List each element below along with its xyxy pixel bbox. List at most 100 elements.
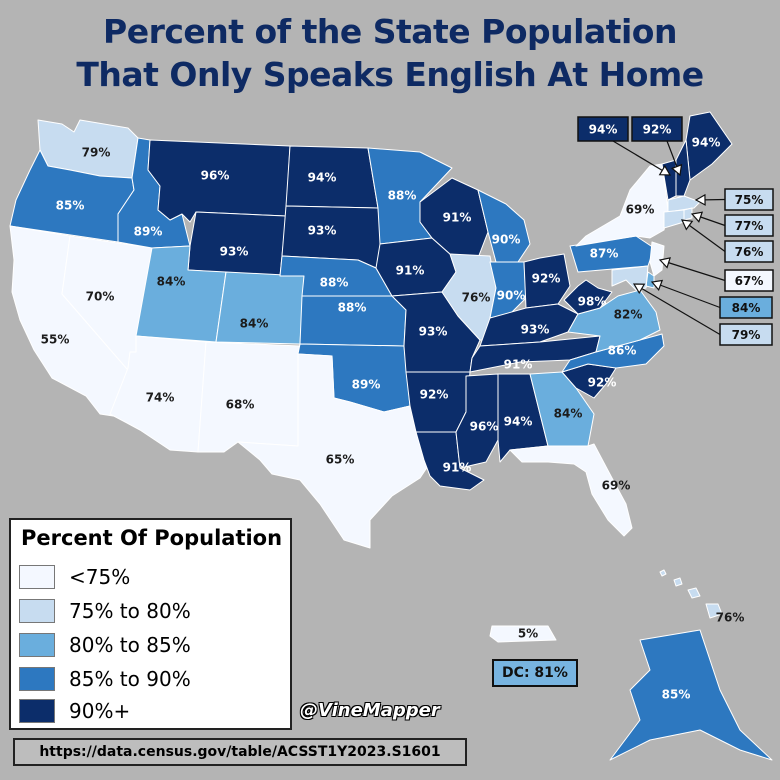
state-label-tx: 65%: [326, 453, 355, 467]
callout-value: 67%: [735, 274, 764, 288]
state-label-fl: 69%: [602, 479, 631, 493]
legend-swatch: [19, 599, 55, 623]
state-label-me: 94%: [692, 136, 721, 150]
callout-arrowhead: [694, 193, 706, 206]
state-ri[interactable]: [683, 207, 693, 221]
callout-ri: 77%: [690, 211, 774, 237]
state-wv[interactable]: [563, 279, 613, 315]
legend-title: Percent Of Population: [21, 526, 283, 550]
state-label-in: 90%: [497, 289, 526, 303]
callout-leader-line: [612, 140, 671, 176]
state-label-co: 84%: [240, 317, 269, 331]
callout-value: 77%: [735, 219, 764, 233]
state-label-ms: 96%: [470, 420, 499, 434]
state-label-wv: 98%: [578, 295, 607, 309]
legend-swatch: [19, 699, 55, 723]
state-pr[interactable]: [489, 625, 557, 643]
state-label-ga: 84%: [554, 407, 583, 421]
state-label-il: 76%: [462, 291, 491, 305]
callout-vt: 94%: [577, 116, 672, 176]
state-label-ak: 85%: [662, 688, 691, 702]
callout-arrowhead: [632, 283, 646, 295]
callout-value: 92%: [643, 123, 672, 137]
callout-box: [724, 269, 774, 292]
callout-de: 84%: [650, 279, 773, 319]
map-title: Percent of the State Population That Onl…: [0, 10, 780, 96]
callout-box: [724, 240, 774, 263]
state-label-nv: 70%: [86, 290, 115, 304]
state-label-pa: 87%: [590, 247, 619, 261]
northeast-callouts: 94% 92% 75% 77% 76% 67% 84% 79%: [577, 116, 774, 346]
state-shapes: [9, 111, 773, 761]
callout-arrowhead: [690, 211, 704, 223]
state-tx[interactable]: [237, 353, 433, 549]
state-label-ar: 92%: [420, 388, 449, 402]
state-label-ks: 88%: [338, 301, 367, 315]
callout-value: 84%: [732, 301, 761, 315]
state-label-la: 91%: [443, 461, 472, 475]
callout-nh: 92%: [631, 116, 683, 177]
state-labels: 79% 85% 55% 70% 89% 96% 93% 84% 74% 84% 68% 94% 93% 8…: [41, 136, 745, 702]
callout-arrowhead: [658, 164, 672, 176]
callout-arrowhead: [681, 219, 694, 231]
state-hi[interactable]: [659, 569, 723, 619]
callout-box: [719, 323, 773, 346]
callout-box: [577, 116, 629, 142]
state-ak[interactable]: [609, 629, 773, 761]
legend-item: 85% to 90%: [19, 664, 191, 694]
callout-leader-line: [651, 281, 721, 309]
author-credit: @VineMapper: [300, 700, 440, 721]
legend-label: <75%: [69, 565, 131, 589]
state-ct[interactable]: [663, 209, 685, 229]
state-label-wy: 93%: [220, 245, 249, 259]
state-label-ne: 88%: [320, 276, 349, 290]
callout-ct: 76%: [681, 219, 774, 263]
state-label-mo: 93%: [419, 325, 448, 339]
legend-label: 85% to 90%: [69, 667, 191, 691]
callout-ma: 75%: [694, 188, 774, 211]
legend-item: 80% to 85%: [19, 630, 191, 660]
state-label-az: 74%: [146, 391, 175, 405]
state-va[interactable]: [567, 289, 661, 353]
callout-box: [719, 296, 773, 319]
state-label-ny: 69%: [626, 203, 655, 217]
dc-value-box: DC: 81%: [492, 659, 578, 687]
legend-label: 90%+: [69, 699, 131, 723]
state-co[interactable]: [215, 271, 305, 345]
state-label-wa: 79%: [82, 146, 111, 160]
state-mi[interactable]: [477, 189, 531, 263]
state-label-oh: 92%: [532, 272, 561, 286]
legend-swatch: [19, 565, 55, 589]
callout-nj: 67%: [658, 257, 774, 292]
legend-swatch: [19, 667, 55, 691]
state-label-va: 82%: [614, 308, 643, 322]
legend-swatch: [19, 633, 55, 657]
state-label-wi: 91%: [443, 211, 472, 225]
callout-leader-line: [633, 283, 721, 336]
state-label-nc: 86%: [608, 344, 637, 358]
state-label-ca: 55%: [41, 333, 70, 347]
state-nj[interactable]: [649, 241, 665, 277]
callout-value: 76%: [735, 245, 764, 259]
legend-item: 75% to 80%: [19, 596, 191, 626]
state-label-pr: 5%: [518, 627, 538, 641]
legend-label: 75% to 80%: [69, 599, 191, 623]
state-fl[interactable]: [509, 443, 633, 537]
state-label-ut: 84%: [157, 275, 186, 289]
callout-leader-line: [659, 259, 726, 282]
callout-value: 94%: [589, 123, 618, 137]
callout-value: 79%: [732, 328, 761, 342]
state-nh[interactable]: [675, 139, 691, 197]
callout-arrowhead: [650, 279, 664, 292]
state-label-nd: 94%: [308, 171, 337, 185]
state-label-al: 94%: [504, 415, 533, 429]
state-label-ia: 91%: [396, 264, 425, 278]
source-url[interactable]: https://data.census.gov/table/ACSST1Y202…: [13, 738, 467, 766]
state-label-sd: 93%: [308, 224, 337, 238]
state-label-ok: 89%: [352, 378, 381, 392]
legend: Percent Of Population <75% 75% to 80% 80…: [9, 518, 292, 730]
callout-box: [724, 188, 774, 211]
state-label-tn: 91%: [504, 358, 533, 372]
